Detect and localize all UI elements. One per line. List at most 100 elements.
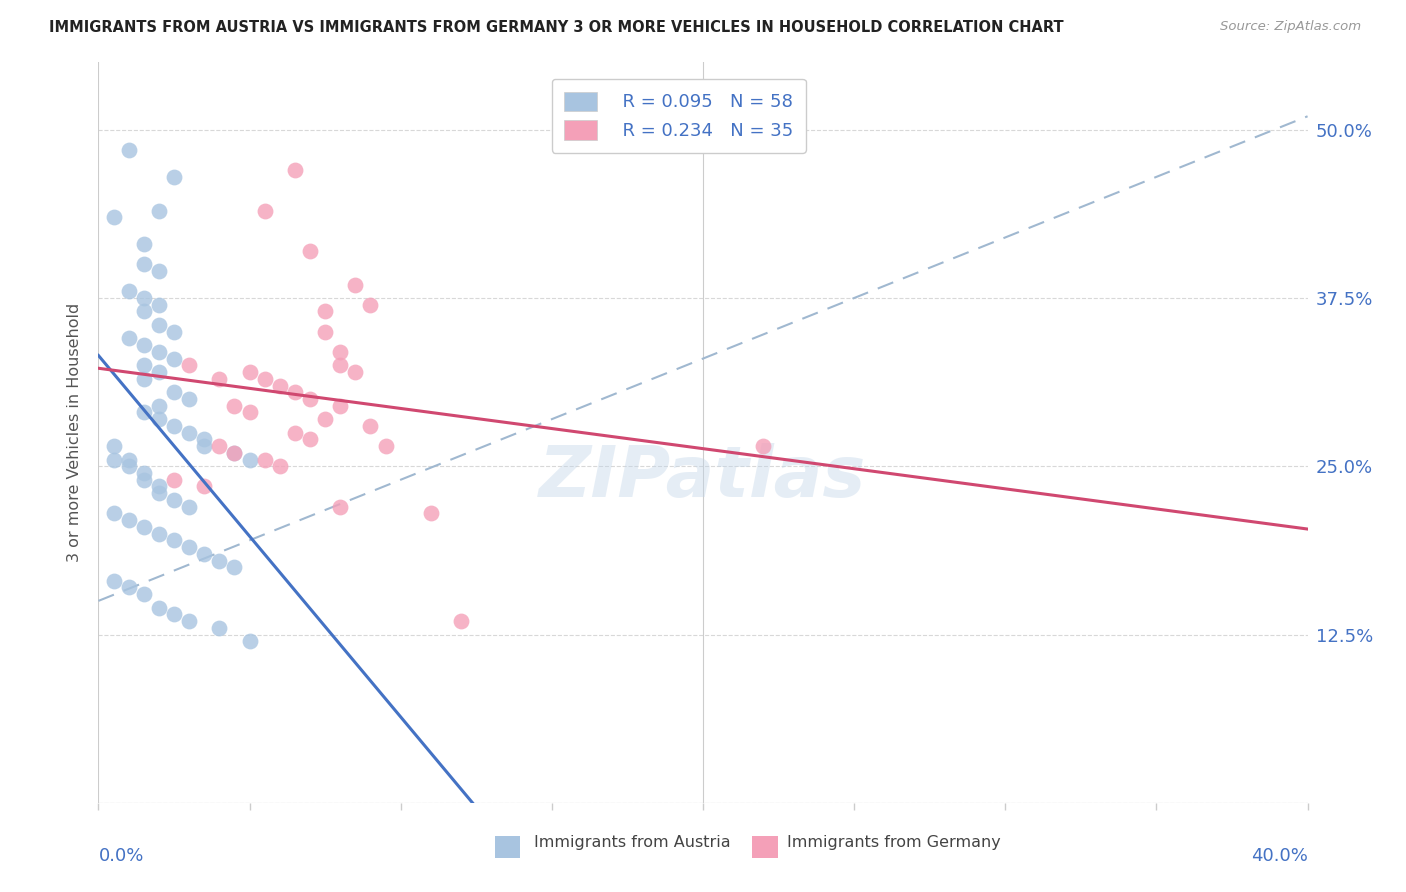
Point bbox=[239, 634, 262, 648]
Text: Immigrants from Austria: Immigrants from Austria bbox=[534, 836, 731, 850]
Point bbox=[163, 418, 186, 433]
Point bbox=[148, 318, 170, 332]
Point bbox=[103, 211, 125, 225]
Y-axis label: 3 or more Vehicles in Household: 3 or more Vehicles in Household bbox=[67, 303, 83, 562]
Point bbox=[360, 418, 382, 433]
Point bbox=[118, 513, 141, 527]
Point bbox=[148, 399, 170, 413]
Point bbox=[299, 433, 322, 447]
Point bbox=[193, 479, 215, 493]
Point bbox=[132, 291, 155, 305]
Point bbox=[118, 331, 141, 345]
Point bbox=[193, 439, 215, 453]
Point bbox=[179, 392, 201, 406]
Point bbox=[179, 614, 201, 628]
Point bbox=[239, 365, 262, 379]
Point bbox=[179, 500, 201, 514]
Point bbox=[132, 237, 155, 252]
Point bbox=[132, 304, 155, 318]
Point bbox=[329, 500, 352, 514]
Point bbox=[132, 359, 155, 373]
Point bbox=[148, 298, 170, 312]
Point bbox=[179, 540, 201, 554]
Point bbox=[132, 587, 155, 601]
Point bbox=[224, 446, 246, 460]
Point bbox=[132, 405, 155, 419]
Point bbox=[118, 452, 141, 467]
Point bbox=[239, 452, 262, 467]
Point bbox=[208, 553, 231, 567]
Point bbox=[132, 520, 155, 534]
Point bbox=[103, 452, 125, 467]
Point bbox=[163, 607, 186, 622]
Point bbox=[269, 459, 291, 474]
Point bbox=[299, 392, 322, 406]
Point bbox=[314, 304, 336, 318]
Point bbox=[179, 359, 201, 373]
Point bbox=[163, 351, 186, 366]
Point bbox=[208, 621, 231, 635]
Point bbox=[148, 365, 170, 379]
Point bbox=[148, 479, 170, 493]
Text: Source: ZipAtlas.com: Source: ZipAtlas.com bbox=[1220, 20, 1361, 33]
Point bbox=[163, 473, 186, 487]
Point bbox=[118, 459, 141, 474]
Point bbox=[253, 452, 276, 467]
Point bbox=[193, 433, 215, 447]
Point bbox=[284, 163, 307, 178]
Legend:   R = 0.095   N = 58,   R = 0.234   N = 35: R = 0.095 N = 58, R = 0.234 N = 35 bbox=[551, 78, 806, 153]
Point bbox=[103, 439, 125, 453]
Text: Immigrants from Germany: Immigrants from Germany bbox=[787, 836, 1001, 850]
Point bbox=[284, 425, 307, 440]
Point bbox=[208, 372, 231, 386]
Point bbox=[360, 298, 382, 312]
Point bbox=[148, 600, 170, 615]
Point bbox=[193, 547, 215, 561]
Point bbox=[163, 169, 186, 184]
Point bbox=[253, 203, 276, 218]
Point bbox=[224, 446, 246, 460]
Point bbox=[208, 439, 231, 453]
Point bbox=[269, 378, 291, 392]
Point bbox=[344, 277, 367, 292]
Point bbox=[118, 143, 141, 157]
Point bbox=[163, 325, 186, 339]
Point bbox=[314, 412, 336, 426]
Point bbox=[344, 365, 367, 379]
Point bbox=[132, 466, 155, 480]
Point bbox=[752, 439, 775, 453]
Point bbox=[224, 399, 246, 413]
Point bbox=[163, 385, 186, 400]
Point bbox=[329, 399, 352, 413]
Point bbox=[103, 507, 125, 521]
Point bbox=[329, 344, 352, 359]
Point bbox=[148, 344, 170, 359]
Point bbox=[148, 203, 170, 218]
Point bbox=[179, 425, 201, 440]
Point bbox=[163, 533, 186, 548]
Text: IMMIGRANTS FROM AUSTRIA VS IMMIGRANTS FROM GERMANY 3 OR MORE VEHICLES IN HOUSEHO: IMMIGRANTS FROM AUSTRIA VS IMMIGRANTS FR… bbox=[49, 20, 1064, 35]
Text: 40.0%: 40.0% bbox=[1251, 847, 1308, 865]
Point bbox=[299, 244, 322, 258]
Point bbox=[132, 257, 155, 271]
Point bbox=[132, 372, 155, 386]
Point bbox=[224, 560, 246, 574]
Point bbox=[148, 486, 170, 500]
Point bbox=[148, 526, 170, 541]
Point bbox=[420, 507, 443, 521]
Point bbox=[118, 285, 141, 299]
Point bbox=[253, 372, 276, 386]
Point bbox=[374, 439, 396, 453]
Text: ZIPatlas: ZIPatlas bbox=[540, 442, 866, 511]
Point bbox=[103, 574, 125, 588]
Point bbox=[284, 385, 307, 400]
Point bbox=[148, 412, 170, 426]
Text: 0.0%: 0.0% bbox=[98, 847, 143, 865]
Point bbox=[239, 405, 262, 419]
Point bbox=[163, 492, 186, 507]
Point bbox=[148, 264, 170, 278]
Point bbox=[329, 359, 352, 373]
Point bbox=[132, 473, 155, 487]
Point bbox=[314, 325, 336, 339]
Point bbox=[132, 338, 155, 352]
